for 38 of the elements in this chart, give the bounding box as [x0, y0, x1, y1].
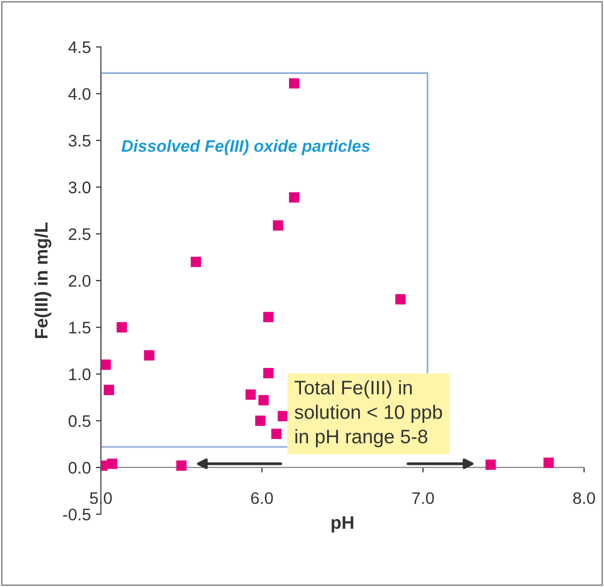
point [104, 384, 114, 396]
y-axis-title: Fe(III) in mg/L [34, 222, 52, 338]
x-tick-label: 6.0 [251, 492, 273, 504]
y-tick-label: 1.0 [69, 368, 90, 380]
point [543, 458, 554, 468]
point [289, 78, 300, 89]
annotation: Dissolved Fe(III) oxide particles [122, 140, 370, 156]
x-tick-label: 7.0 [412, 492, 434, 504]
y-tick-label: 3.5 [68, 134, 90, 147]
point [258, 395, 269, 406]
point [263, 368, 274, 378]
point [255, 416, 266, 426]
y-tick-label: 3.0 [68, 182, 90, 194]
y-tick-label: 2.0 [68, 274, 90, 287]
point [263, 312, 274, 322]
point [486, 460, 496, 470]
x-axis-title: pH [332, 516, 354, 532]
point [271, 428, 282, 439]
y-tick-label: 1.5 [69, 322, 90, 334]
y-tick-label: -0.5 [63, 508, 90, 520]
point [190, 256, 202, 268]
point [116, 322, 127, 332]
point [144, 350, 154, 360]
y-tick-label: 0.0 [68, 462, 90, 474]
point [395, 294, 406, 304]
point [176, 460, 187, 471]
y-tick-label: 4.0 [68, 88, 90, 100]
annotation: Total Fe(III) in solution < 10 ppb in pH range 5-8 [294, 380, 442, 448]
point [278, 410, 288, 422]
point [106, 458, 118, 469]
y-tick-label: 0.5 [68, 415, 90, 427]
point [289, 192, 300, 203]
point [100, 360, 111, 370]
y-tick-label: 2.5 [68, 228, 90, 240]
point [272, 220, 284, 231]
y-tick-label: 4.5 [68, 42, 90, 54]
x-tick-label: 8.0 [573, 492, 595, 504]
point [246, 389, 256, 400]
